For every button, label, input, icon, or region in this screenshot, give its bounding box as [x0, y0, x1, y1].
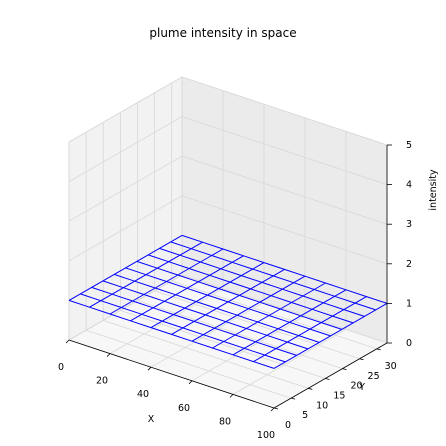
x-axis-line — [68, 339, 275, 409]
wireframe-line-y — [273, 302, 388, 369]
wireframe-line-y — [150, 262, 265, 329]
x-tick-mark — [147, 366, 152, 371]
wireframe-line-y — [89, 241, 203, 308]
y-tick-mark — [359, 358, 364, 361]
z-gridline — [68, 274, 388, 344]
y-tick-label: 15 — [333, 391, 345, 402]
x-tick-label: 100 — [257, 430, 275, 441]
x-tick-label: 60 — [178, 403, 190, 414]
x-tick-label: 20 — [96, 376, 108, 387]
z-gridline — [68, 116, 388, 185]
x-tick-mark — [106, 353, 111, 357]
y-tick-label: 30 — [385, 361, 397, 372]
y-tick-mark — [342, 368, 347, 370]
x-tick-mark — [65, 339, 70, 344]
x-tick-mark — [270, 407, 275, 412]
y-axis-label: Y — [358, 382, 365, 393]
y-tick-label: 0 — [285, 420, 291, 431]
y-tick-label: 5 — [302, 410, 308, 421]
y-tick-mark — [325, 378, 330, 380]
wireframe-line-y — [171, 268, 285, 335]
chart-title: plume intensity in space — [149, 26, 296, 40]
axis-panes — [68, 76, 388, 409]
z-gridline — [68, 76, 388, 146]
y-tick-mark — [376, 348, 381, 351]
x-tick-mark — [229, 394, 234, 398]
x-tick-label: 0 — [58, 362, 64, 373]
x-axis-label: X — [148, 414, 155, 425]
y-tick-label: 10 — [316, 400, 328, 411]
wireframe-line-y — [191, 275, 306, 342]
x-tick-label: 80 — [219, 416, 231, 427]
y-tick-mark — [273, 407, 279, 410]
z-tick-label: 2 — [406, 259, 412, 270]
z-tick-label: 1 — [406, 298, 412, 309]
wireframe-line-y — [253, 296, 367, 363]
wireframe-surface — [68, 234, 388, 369]
z-axis-label: intensity — [428, 169, 439, 211]
x-tick-mark — [188, 380, 193, 385]
wireframe-line-y — [212, 282, 326, 349]
wireframe-line-y — [232, 289, 347, 356]
y-tick-label: 20 — [350, 381, 362, 392]
axis-lines — [68, 145, 388, 409]
wireframe-line-y — [130, 255, 244, 322]
z-tick-label: 0 — [406, 338, 412, 349]
wireframe-line-y — [68, 234, 183, 301]
z-tick-label: 5 — [406, 140, 412, 151]
y-tick-mark — [308, 387, 313, 390]
wireframe-line-y — [109, 248, 224, 315]
z-tick-label: 4 — [406, 180, 412, 191]
z-gridline — [68, 155, 388, 225]
z-gridline — [68, 195, 388, 265]
y-axis-line — [273, 342, 388, 409]
y-tick-label: 25 — [368, 371, 380, 382]
x-tick-label: 40 — [137, 389, 149, 400]
y-tick-mark — [291, 397, 296, 400]
z-tick-label: 3 — [406, 219, 412, 230]
